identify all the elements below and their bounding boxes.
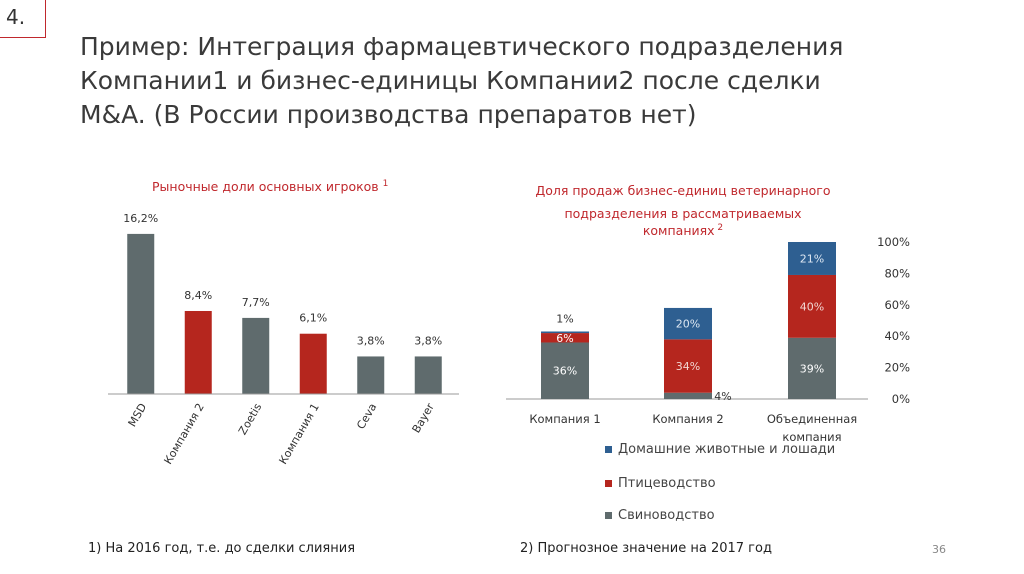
stack-segment (788, 274, 836, 338)
slide-title: Пример: Интеграция фармацевтического под… (80, 30, 980, 132)
legend-swatch-gray (605, 512, 612, 519)
legend-item-poultry: Птицеводство (605, 476, 716, 491)
bar-value-label: 3,8% (357, 334, 385, 347)
bar-value-label: 8,4% (184, 289, 212, 302)
legend-label: Птицеводство (618, 476, 716, 491)
legend-swatch-blue (605, 446, 612, 453)
chart-title-line: подразделения в рассматриваемых (564, 206, 801, 221)
stack-segment (788, 242, 836, 275)
y-tick-label: 100% (877, 235, 910, 249)
bar (357, 356, 385, 394)
y-tick-label: 0% (892, 392, 910, 406)
title-line: Компании1 и бизнес-единицы Компании2 пос… (80, 66, 821, 95)
legend-swatch-red (605, 480, 612, 487)
footnote-1: 1) На 2016 год, т.е. до сделки слияния (88, 541, 356, 556)
bar (127, 233, 155, 394)
stack-segment (664, 307, 712, 340)
category-label: Компания 1 (529, 412, 600, 426)
y-tick-label: 80% (884, 266, 910, 280)
stack-segment (541, 333, 589, 343)
y-tick-label: 40% (884, 329, 910, 343)
legend-item-pigs: Свиноводство (605, 508, 715, 523)
y-tick-label: 20% (884, 361, 910, 375)
category-label: MSD (126, 401, 150, 429)
segment-value-label: 40% (800, 300, 824, 313)
sales-share-chart-svg: Доля продаж бизнес-единиц ветеринарного п… (506, 183, 910, 444)
category-label: Компания 2 (652, 412, 723, 426)
segment-value-label: 4% (714, 390, 731, 403)
category-label: Bayer (410, 401, 438, 436)
segment-value-label: 1% (556, 312, 573, 325)
legend-label: Домашние животные и лошади (618, 442, 836, 457)
chart-title-line: Доля продаж бизнес-единиц ветеринарного (535, 183, 830, 198)
category-label: Ceva (354, 401, 379, 431)
bar-value-label: 6,1% (299, 312, 327, 325)
slide-number: 4. (6, 5, 26, 29)
segment-value-label: 39% (800, 362, 824, 375)
page-number: 36 (932, 543, 946, 556)
market-share-chart-svg: Рыночные доли основных игроков 1 16,2% MSD… (108, 179, 459, 467)
stack-segment (541, 331, 589, 334)
chart-title: Рыночные доли основных игроков 1 (152, 179, 388, 194)
bar (299, 333, 327, 394)
title-line: M&A. (В России производства препаратов н… (80, 100, 697, 129)
segment-value-label: 34% (676, 360, 700, 373)
segment-value-label: 36% (553, 365, 577, 378)
market-share-chart: Рыночные доли основных игроков 1 16,2% MSD… (100, 168, 460, 492)
footnote-2: 2) Прогнозное значение на 2017 год (520, 541, 772, 556)
bar-value-label: 3,8% (414, 334, 442, 347)
bar (242, 317, 270, 394)
bar (414, 356, 442, 394)
stack-segment (664, 339, 712, 393)
category-label: Компания 1 (276, 401, 321, 467)
bar (184, 310, 212, 394)
category-label: Zoetis (236, 401, 264, 437)
segment-value-label: 20% (676, 318, 700, 331)
segment-value-label: 21% (800, 252, 824, 265)
category-label: Компания 2 (161, 401, 206, 467)
bar-value-label: 16,2% (123, 212, 158, 225)
title-superscript: 2 (715, 223, 724, 233)
y-tick-label: 60% (884, 298, 910, 312)
stack-segment (664, 392, 712, 399)
slide-number-box: 4. (0, 0, 46, 38)
sales-share-chart: Доля продаж бизнес-единиц ветеринарного п… (498, 172, 928, 446)
title-superscript: 1 (383, 179, 389, 189)
category-label: компания (782, 430, 841, 442)
chart-title-line: компаниях 2 (643, 223, 723, 238)
category-label: Объединенная (767, 412, 857, 426)
legend-item-pets: Домашние животные и лошади (605, 442, 835, 457)
bar-value-label: 7,7% (242, 296, 270, 309)
stack-segment (541, 342, 589, 399)
legend-label: Свиноводство (618, 508, 715, 523)
stack-segment (788, 337, 836, 399)
segment-value-label: 6% (556, 332, 573, 345)
title-line: Пример: Интеграция фармацевтического под… (80, 32, 844, 61)
